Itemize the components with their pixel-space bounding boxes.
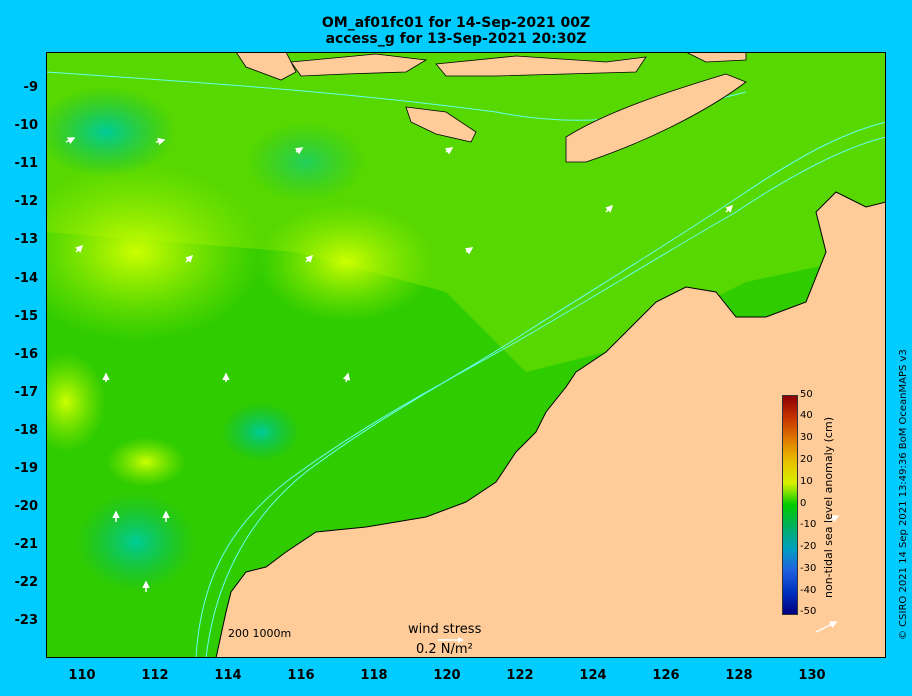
lat-label: -14 bbox=[14, 271, 39, 286]
lon-label: 126 bbox=[652, 668, 680, 683]
lat-label: -20 bbox=[14, 499, 39, 514]
map-frame bbox=[46, 52, 886, 658]
land-islands-north bbox=[235, 52, 747, 81]
lat-label: -18 bbox=[14, 423, 39, 438]
wind-stress-scale: 0.2 N/m² bbox=[416, 642, 473, 657]
land-timor bbox=[565, 73, 747, 163]
credit-text: © CSIRO 2021 14 Sep 2021 13:49:36 BoM Oc… bbox=[898, 349, 909, 640]
lat-label: -23 bbox=[14, 613, 39, 628]
map-title-line-1: OM_af01fc01 for 14-Sep-2021 00Z bbox=[321, 15, 591, 31]
lon-label: 118 bbox=[360, 668, 388, 683]
lat-label: -15 bbox=[14, 309, 39, 324]
low-anomaly-north bbox=[246, 122, 366, 202]
lon-label: 114 bbox=[214, 668, 242, 683]
high-anomaly-west-2 bbox=[46, 352, 106, 452]
colorbar-tick: 50 bbox=[800, 389, 813, 400]
lat-label: -16 bbox=[14, 347, 39, 362]
lat-label: -19 bbox=[14, 461, 39, 476]
lon-label: 122 bbox=[506, 668, 534, 683]
lon-label: 110 bbox=[68, 668, 96, 683]
sea-level-map bbox=[46, 52, 886, 658]
colorbar-tick: 20 bbox=[800, 454, 813, 465]
bathymetry-contour-1000m bbox=[195, 136, 886, 658]
low-anomaly-northwest bbox=[46, 87, 176, 177]
colorbar-tick: 10 bbox=[800, 476, 813, 487]
lon-label: 116 bbox=[287, 668, 315, 683]
low-anomaly-center bbox=[221, 402, 301, 462]
lat-label: -12 bbox=[14, 194, 39, 209]
land-australia bbox=[215, 191, 886, 658]
high-anomaly-west bbox=[46, 162, 266, 342]
wind-stress-legend-arrow bbox=[438, 637, 464, 643]
colorbar-tick: -10 bbox=[800, 519, 817, 530]
colorbar-tick: -40 bbox=[800, 585, 817, 596]
colorbar-tick: -50 bbox=[800, 606, 817, 617]
lat-label: -22 bbox=[14, 575, 39, 590]
map-title-line-2: access_g for 13-Sep-2021 20:30Z bbox=[325, 31, 587, 47]
colorbar-tick: 40 bbox=[800, 410, 813, 421]
lat-label: -11 bbox=[14, 156, 39, 171]
lon-label: 120 bbox=[433, 668, 461, 683]
lat-label: -10 bbox=[14, 118, 39, 133]
colorbar-tick: 0 bbox=[800, 498, 807, 509]
land-sumba bbox=[405, 106, 477, 143]
colorbar-tick: -20 bbox=[800, 541, 817, 552]
lat-label: -17 bbox=[14, 385, 39, 400]
high-anomaly-center bbox=[256, 202, 436, 322]
low-anomaly-southwest bbox=[76, 492, 196, 592]
lon-label: 130 bbox=[798, 668, 826, 683]
lon-label: 112 bbox=[141, 668, 169, 683]
lat-label: -21 bbox=[14, 537, 39, 552]
colorbar-title: non-tidal sea level anomaly (cm) bbox=[822, 417, 835, 598]
bathymetry-contour-200m bbox=[205, 121, 886, 658]
wind-stress-label: wind stress bbox=[408, 622, 482, 637]
lat-label: -9 bbox=[23, 80, 38, 95]
colorbar bbox=[782, 395, 798, 615]
lat-label: -13 bbox=[14, 232, 39, 247]
colorbar-tick: 30 bbox=[800, 432, 813, 443]
lon-label: 128 bbox=[725, 668, 753, 683]
lon-label: 124 bbox=[579, 668, 607, 683]
bathymetry-legend: 200 1000m bbox=[228, 627, 292, 640]
colorbar-tick: -30 bbox=[800, 563, 817, 574]
high-anomaly-south bbox=[106, 437, 186, 487]
